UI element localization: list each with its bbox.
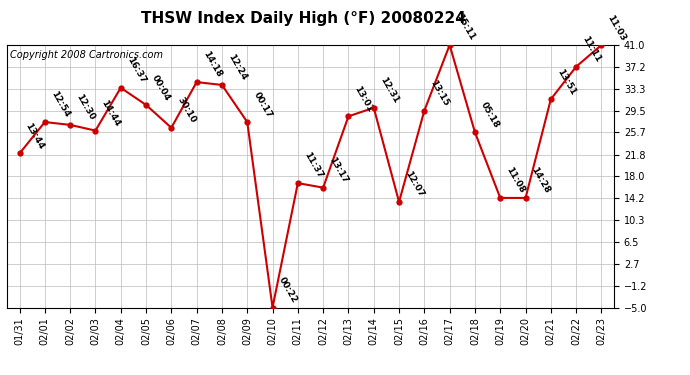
Text: 13:01: 13:01 [353,84,375,114]
Text: 16:37: 16:37 [125,56,147,85]
Text: 15:11: 15:11 [454,13,476,42]
Text: 05:18: 05:18 [479,100,501,129]
Text: 12:24: 12:24 [226,53,248,82]
Text: 00:17: 00:17 [251,90,273,119]
Text: 13:51: 13:51 [555,67,577,96]
Text: 14:44: 14:44 [99,98,122,128]
Text: 11:08: 11:08 [504,166,526,195]
Text: 13:15: 13:15 [428,78,451,108]
Text: 00:22: 00:22 [277,276,299,305]
Text: 11:03: 11:03 [606,13,628,42]
Text: 11:11: 11:11 [580,34,602,64]
Text: 13:17: 13:17 [327,156,350,185]
Text: 14:18: 14:18 [201,50,223,80]
Text: 12:07: 12:07 [403,170,425,199]
Text: 11:37: 11:37 [302,151,324,180]
Text: 14:28: 14:28 [530,166,552,195]
Text: 00:04: 00:04 [150,73,172,102]
Text: 13:44: 13:44 [23,121,46,151]
Text: 30:10: 30:10 [175,96,197,125]
Text: THSW Index Daily High (°F) 20080224: THSW Index Daily High (°F) 20080224 [141,11,466,26]
Text: Copyright 2008 Cartronics.com: Copyright 2008 Cartronics.com [10,50,163,60]
Text: 12:31: 12:31 [378,76,400,105]
Text: 12:54: 12:54 [49,90,71,119]
Text: 12:30: 12:30 [75,93,97,122]
